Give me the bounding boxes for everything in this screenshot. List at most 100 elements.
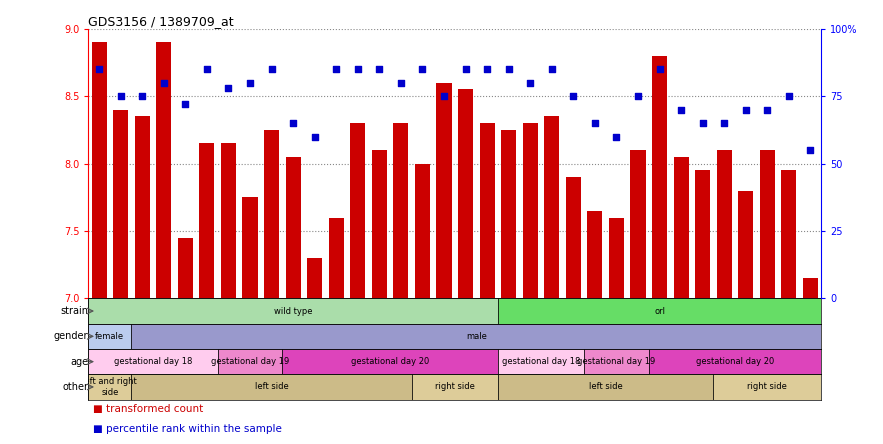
Point (415, 66, 429, 73)
Bar (217, 349, 283, 374)
Point (373, 66, 387, 73)
Text: gestational day 18: gestational day 18 (502, 357, 580, 366)
Text: orl: orl (654, 306, 665, 316)
Text: ■ percentile rank within the sample: ■ percentile rank within the sample (93, 424, 282, 434)
Bar (738, 190, 753, 298)
Text: gestational day 20: gestational day 20 (351, 357, 429, 366)
Point (222, 85, 236, 92)
Bar (411, 374, 498, 400)
Point (265, 66, 279, 73)
Point (437, 93, 451, 100)
Bar (717, 150, 732, 298)
Text: GDS3156 / 1389709_at: GDS3156 / 1389709_at (88, 15, 234, 28)
Bar (803, 278, 818, 298)
Bar (544, 116, 559, 298)
Text: male: male (466, 332, 487, 341)
Bar (587, 211, 602, 298)
Bar (458, 90, 473, 298)
Point (156, 79, 170, 86)
Text: ■ transformed count: ■ transformed count (93, 404, 203, 414)
Bar (88, 324, 132, 349)
Bar (393, 123, 409, 298)
Bar (479, 123, 494, 298)
Bar (328, 218, 343, 298)
Bar (372, 150, 387, 298)
Point (351, 66, 365, 73)
Bar (264, 130, 279, 298)
Point (329, 66, 343, 73)
Text: wild type: wild type (274, 306, 313, 316)
Bar (523, 123, 538, 298)
Bar (243, 197, 258, 298)
Point (696, 119, 710, 127)
Text: other: other (63, 382, 88, 392)
Bar (88, 349, 217, 374)
Text: gender: gender (54, 331, 88, 341)
Bar (566, 177, 581, 298)
Bar (88, 374, 132, 400)
Bar (652, 56, 667, 298)
Bar (88, 298, 498, 324)
Point (760, 106, 774, 113)
Point (588, 119, 602, 127)
Point (200, 66, 214, 73)
Bar (283, 349, 498, 374)
Bar (695, 170, 710, 298)
Bar (584, 349, 649, 374)
Bar (781, 170, 796, 298)
Bar (713, 374, 821, 400)
Bar (132, 374, 411, 400)
Bar (113, 110, 128, 298)
Point (92, 66, 106, 73)
Text: left side: left side (254, 382, 289, 392)
Point (114, 93, 128, 100)
Bar (498, 349, 584, 374)
Bar (415, 163, 430, 298)
Point (178, 101, 192, 108)
Bar (630, 150, 645, 298)
Point (243, 79, 257, 86)
Text: right side: right side (747, 382, 788, 392)
Bar (156, 42, 171, 298)
Text: right side: right side (434, 382, 475, 392)
Text: left side: left side (589, 382, 623, 392)
Text: strain: strain (60, 306, 88, 316)
Text: left and right
side: left and right side (82, 377, 137, 396)
Text: age: age (70, 357, 88, 367)
Bar (200, 143, 215, 298)
Bar (285, 157, 300, 298)
Bar (498, 374, 713, 400)
Point (739, 106, 753, 113)
Text: female: female (95, 332, 125, 341)
Bar (674, 157, 689, 298)
Point (458, 66, 472, 73)
Bar (501, 130, 517, 298)
Point (394, 79, 408, 86)
Point (545, 66, 559, 73)
Point (674, 106, 688, 113)
Point (717, 119, 731, 127)
Point (480, 66, 494, 73)
Bar (92, 42, 107, 298)
Text: gestational day 19: gestational day 19 (211, 357, 289, 366)
Text: gestational day 20: gestational day 20 (696, 357, 774, 366)
Bar (134, 116, 150, 298)
Point (135, 93, 149, 100)
Point (523, 79, 537, 86)
Point (631, 93, 645, 100)
Bar (649, 349, 821, 374)
Bar (307, 258, 322, 298)
Point (804, 147, 818, 154)
Bar (609, 218, 624, 298)
Point (781, 93, 796, 100)
Bar (177, 238, 192, 298)
Point (502, 66, 516, 73)
Bar (351, 123, 366, 298)
Text: gestational day 19: gestational day 19 (577, 357, 655, 366)
Bar (221, 143, 236, 298)
Point (653, 66, 667, 73)
Point (609, 133, 623, 140)
Bar (436, 83, 451, 298)
Text: gestational day 18: gestational day 18 (114, 357, 192, 366)
Point (566, 93, 580, 100)
